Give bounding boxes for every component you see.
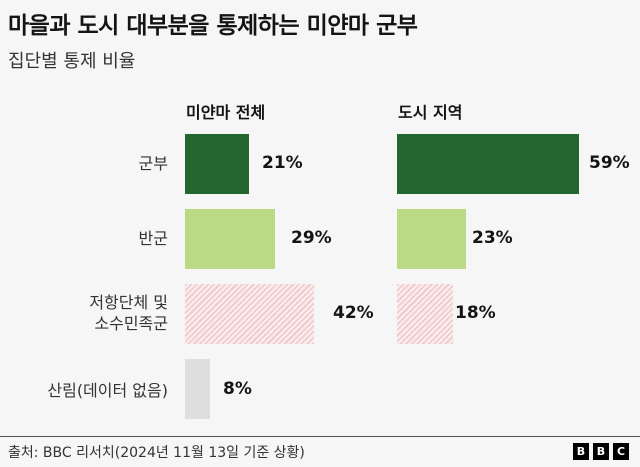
row-label-resistance-line1: 저항단체 및 (89, 293, 168, 312)
value-rebels-myanmar: 29% (291, 228, 332, 248)
row-label-forest: 산림(데이터 없음) (47, 381, 168, 400)
bar-military-urban (397, 134, 579, 194)
chart-subtitle: 집단별 통제 비율 (8, 51, 136, 72)
bar-rebels-myanmar (185, 209, 275, 269)
value-military-urban: 59% (589, 153, 630, 173)
value-resistance-myanmar: 42% (333, 303, 374, 323)
bar-resistance-myanmar (185, 284, 314, 344)
bbc-logo-c: C (613, 443, 629, 460)
row-label-rebels: 반군 (138, 229, 168, 248)
bar-military-myanmar (185, 134, 249, 194)
row-label-military: 군부 (138, 154, 168, 173)
value-forest-myanmar: 8% (223, 379, 252, 399)
column-header-urban: 도시 지역 (398, 103, 463, 122)
bbc-logo-b2: B (593, 443, 609, 460)
source-note: 출처: BBC 리서치(2024년 11월 13일 기준 상황) (8, 445, 305, 461)
value-military-myanmar: 21% (262, 153, 303, 173)
footer-divider (0, 436, 640, 437)
bar-forest-myanmar (185, 359, 210, 419)
row-label-resistance: 저항단체 및 소수민족군 (89, 292, 168, 334)
bbc-logo-b1: B (573, 443, 589, 460)
bar-resistance-urban (397, 284, 453, 344)
value-rebels-urban: 23% (472, 228, 513, 248)
column-header-myanmar: 미얀마 전체 (186, 103, 266, 122)
chart-title: 마을과 도시 대부분을 통제하는 미얀마 군부 (8, 13, 418, 39)
row-label-resistance-line2: 소수민족군 (94, 314, 168, 333)
bar-rebels-urban (397, 209, 466, 269)
value-resistance-urban: 18% (455, 303, 496, 323)
